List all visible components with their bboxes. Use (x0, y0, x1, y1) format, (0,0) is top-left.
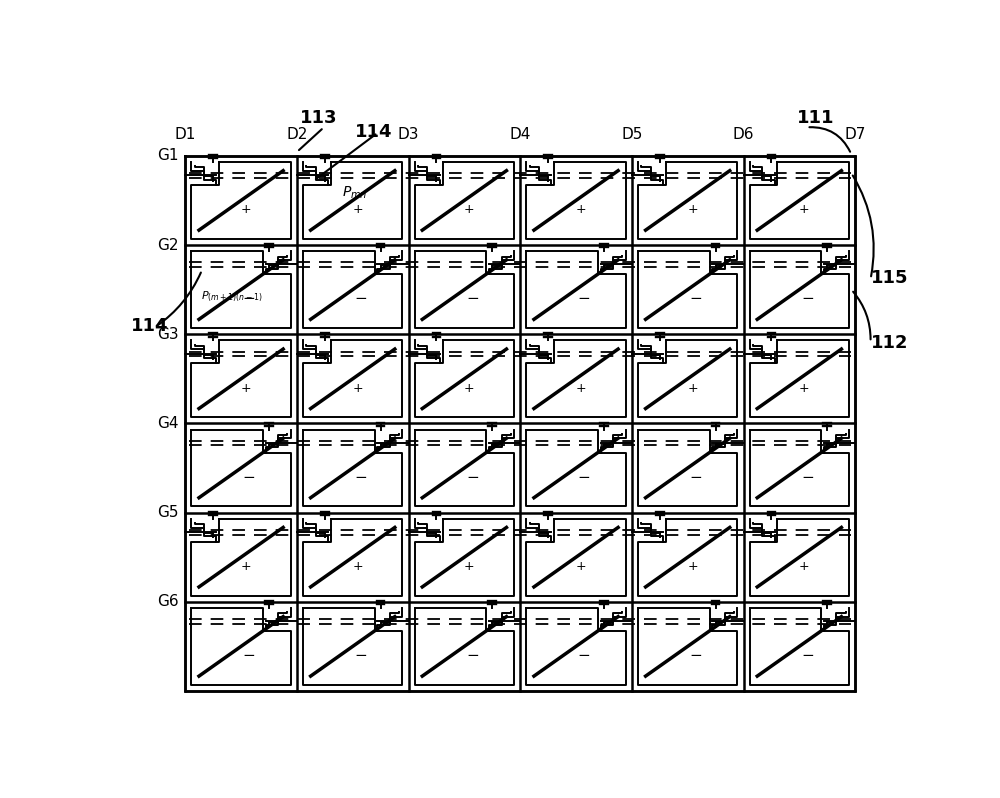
Text: −: − (578, 291, 590, 306)
Text: D1: D1 (175, 127, 196, 142)
Text: +: + (241, 381, 251, 394)
Text: 114: 114 (131, 318, 169, 335)
Text: +: + (464, 203, 475, 216)
Text: 115: 115 (871, 269, 908, 286)
Text: −: − (466, 470, 479, 484)
Text: D2: D2 (286, 127, 308, 142)
Text: G2: G2 (158, 238, 179, 252)
Text: +: + (576, 381, 586, 394)
Text: −: − (354, 470, 367, 484)
Text: −: − (689, 648, 702, 663)
Text: +: + (464, 560, 475, 573)
Text: −: − (243, 291, 255, 306)
Text: +: + (464, 381, 475, 394)
Text: −: − (801, 648, 814, 663)
Text: −: − (243, 470, 255, 484)
Text: +: + (241, 560, 251, 573)
Text: +: + (576, 203, 586, 216)
Text: −: − (354, 648, 367, 663)
Text: D4: D4 (510, 127, 531, 142)
Text: 114: 114 (355, 123, 393, 140)
Text: +: + (799, 203, 810, 216)
Text: $P_{mn}$: $P_{mn}$ (342, 185, 368, 201)
Text: D6: D6 (733, 127, 754, 142)
Text: +: + (687, 560, 698, 573)
Text: −: − (578, 648, 590, 663)
Text: 111: 111 (797, 109, 835, 128)
Text: +: + (352, 381, 363, 394)
Text: 112: 112 (871, 334, 908, 353)
Text: +: + (352, 560, 363, 573)
Text: −: − (466, 291, 479, 306)
Text: −: − (801, 470, 814, 484)
Text: D7: D7 (844, 127, 866, 142)
Text: $P_{(m+1)(n-1)}$: $P_{(m+1)(n-1)}$ (201, 290, 263, 304)
Text: −: − (801, 291, 814, 306)
Text: −: − (466, 648, 479, 663)
Text: +: + (352, 203, 363, 216)
Text: −: − (689, 291, 702, 306)
Text: +: + (687, 381, 698, 394)
Text: D5: D5 (621, 127, 643, 142)
Text: G4: G4 (158, 416, 179, 431)
Text: +: + (799, 560, 810, 573)
Text: +: + (241, 203, 251, 216)
Text: +: + (576, 560, 586, 573)
Text: −: − (578, 470, 590, 484)
Text: +: + (687, 203, 698, 216)
Text: −: − (689, 470, 702, 484)
Text: D3: D3 (398, 127, 419, 142)
Text: G1: G1 (158, 148, 179, 164)
Text: G5: G5 (158, 505, 179, 520)
Text: −: − (354, 291, 367, 306)
Text: +: + (799, 381, 810, 394)
Text: −: − (243, 648, 255, 663)
Text: G6: G6 (157, 595, 179, 610)
Text: 113: 113 (300, 109, 337, 128)
Text: G3: G3 (157, 326, 179, 342)
